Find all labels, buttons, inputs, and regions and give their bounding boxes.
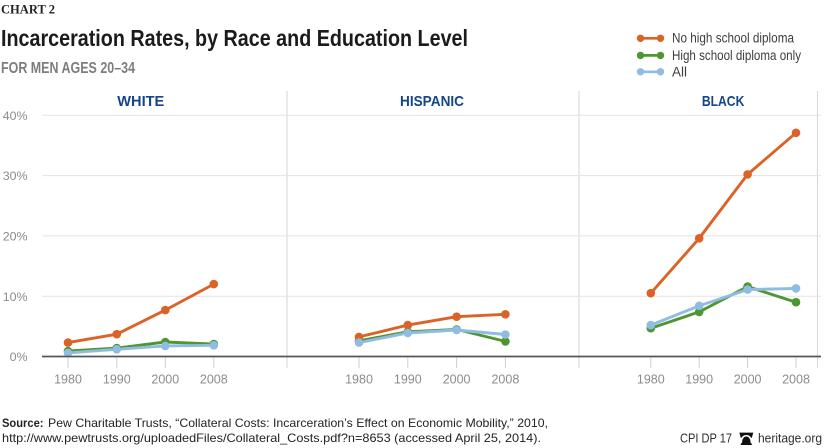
svg-text:40%: 40% (3, 109, 28, 123)
svg-text:0%: 0% (10, 350, 28, 364)
svg-text:2008: 2008 (200, 373, 228, 387)
svg-text:1990: 1990 (103, 373, 131, 387)
svg-text:Incarceration Rates, by Race a: Incarceration Rates, by Race and Educati… (1, 25, 468, 51)
svg-text:FOR MEN AGES 20–34: FOR MEN AGES 20–34 (1, 60, 135, 77)
svg-text:http://www.pewtrusts.org/uploa: http://www.pewtrusts.org/uploadedFiles/C… (2, 432, 541, 445)
svg-text:2000: 2000 (734, 373, 762, 387)
svg-text:1980: 1980 (637, 373, 665, 387)
svg-text:BLACK: BLACK (702, 94, 745, 110)
svg-text:1980: 1980 (54, 373, 82, 387)
svg-text:High school diploma only: High school diploma only (672, 48, 801, 63)
svg-text:1990: 1990 (394, 373, 422, 387)
svg-text:2000: 2000 (443, 373, 471, 387)
svg-text:Pew Charitable Trusts, “Collat: Pew Charitable Trusts, “Collateral Costs… (48, 417, 548, 430)
svg-text:WHITE: WHITE (117, 94, 164, 110)
svg-text:20%: 20% (3, 230, 28, 244)
svg-text:30%: 30% (3, 169, 28, 183)
svg-text:2008: 2008 (491, 373, 519, 387)
svg-text:CHART 2: CHART 2 (1, 2, 55, 17)
svg-text:2008: 2008 (782, 373, 810, 387)
svg-text:10%: 10% (3, 290, 28, 304)
svg-text:CPI DP 17: CPI DP 17 (680, 432, 732, 446)
svg-text:HISPANIC: HISPANIC (400, 94, 464, 110)
svg-text:1990: 1990 (685, 373, 713, 387)
svg-text:1980: 1980 (345, 373, 373, 387)
svg-text:No high school diploma: No high school diploma (672, 31, 794, 46)
svg-text:2000: 2000 (151, 373, 179, 387)
svg-text:All: All (672, 64, 687, 79)
svg-text:Source:: Source: (2, 417, 44, 430)
svg-text:heritage.org: heritage.org (758, 432, 822, 446)
